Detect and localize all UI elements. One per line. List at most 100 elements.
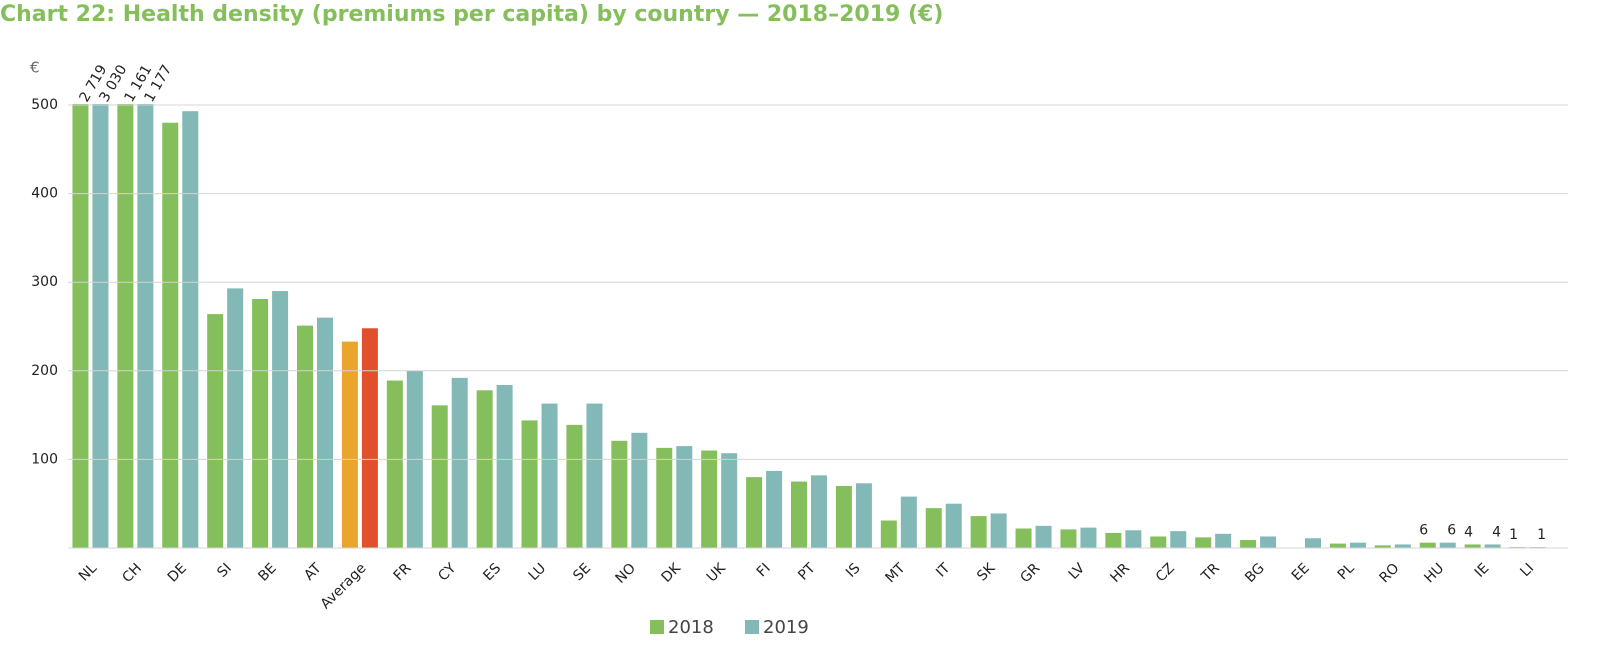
bar — [272, 291, 289, 548]
bar — [566, 424, 583, 548]
bar — [676, 446, 693, 548]
bar — [945, 503, 962, 548]
x-tick-label: SI — [214, 560, 235, 581]
y-tick-label: 300 — [31, 274, 58, 290]
bar — [137, 104, 154, 549]
bar — [317, 317, 333, 548]
bar — [476, 390, 493, 548]
y-tick-label: 200 — [31, 363, 58, 379]
bar — [252, 299, 269, 548]
bar — [1240, 540, 1257, 548]
x-tick-label: IE — [1472, 560, 1492, 580]
x-tick-label: BE — [255, 560, 279, 584]
bar — [925, 508, 942, 548]
x-tick-label: DE — [165, 560, 190, 585]
x-tick-label: Average — [318, 560, 370, 612]
chart-title: Chart 22: Health density (premiums per c… — [0, 2, 943, 27]
x-tick-label: EE — [1289, 560, 1313, 584]
x-tick-label: GR — [1017, 560, 1043, 586]
x-tick-label: RO — [1376, 560, 1402, 586]
x-tick-label: DK — [658, 560, 684, 586]
bar — [586, 403, 603, 548]
bar — [721, 453, 738, 548]
x-tick-label: IT — [933, 560, 954, 581]
legend-label: 2019 — [763, 617, 809, 638]
bar — [1484, 544, 1501, 548]
bar — [72, 104, 89, 548]
bar — [631, 432, 648, 548]
bar — [117, 104, 134, 548]
bar — [791, 481, 807, 548]
bar — [1419, 542, 1436, 548]
x-tick-label: HU — [1421, 560, 1447, 586]
legend-swatch — [650, 620, 664, 634]
bar — [182, 111, 199, 549]
value-label: 1 — [1509, 527, 1518, 543]
bar — [541, 403, 558, 548]
bar — [1349, 542, 1366, 548]
x-tick-label: SE — [570, 560, 594, 584]
x-tick-label: FI — [754, 560, 774, 580]
value-label: 4 — [1492, 524, 1501, 540]
x-tick-label: FR — [391, 560, 415, 584]
x-tick-label: BG — [1242, 560, 1268, 586]
y-tick-label: 100 — [31, 451, 58, 467]
bar — [880, 520, 897, 548]
x-tick-label: UK — [704, 560, 730, 586]
x-tick-label: MT — [883, 560, 909, 586]
bar — [451, 377, 468, 548]
bar — [1329, 543, 1346, 548]
x-tick-label: IS — [843, 560, 864, 581]
value-label: 4 — [1464, 524, 1473, 540]
bar — [1125, 530, 1142, 548]
bar — [1170, 531, 1187, 548]
x-tick-label: AT — [301, 560, 325, 584]
bar — [766, 470, 783, 548]
bar — [701, 450, 718, 548]
value-label: 6 — [1447, 523, 1456, 539]
bar — [1439, 542, 1456, 548]
bar — [990, 513, 1007, 548]
x-tick-label: TR — [1198, 560, 1223, 585]
value-label: 6 — [1419, 523, 1428, 539]
bar — [1394, 544, 1411, 548]
bar — [1374, 545, 1391, 548]
bar — [1150, 536, 1167, 548]
y-tick-label: 500 — [31, 97, 58, 113]
bar — [341, 341, 358, 548]
bar — [1305, 538, 1321, 548]
bar — [496, 384, 513, 548]
legend-label: 2018 — [668, 617, 714, 638]
bar — [162, 122, 179, 548]
bar — [1035, 525, 1052, 548]
bar — [92, 104, 109, 548]
x-tick-label: NO — [613, 560, 640, 587]
bars — [72, 104, 1546, 549]
bar — [1464, 544, 1481, 548]
x-tick-label: PL — [1335, 560, 1358, 583]
bar — [227, 288, 244, 548]
legend-swatch — [745, 620, 759, 634]
x-tick-label: ES — [480, 560, 504, 584]
bar — [207, 314, 224, 548]
bar — [1105, 532, 1122, 548]
x-tick-label: CY — [435, 560, 459, 584]
bar — [656, 447, 673, 548]
x-tick-label: PT — [795, 560, 819, 584]
x-tick-label: LI — [1517, 560, 1537, 580]
value-label: 1 — [1537, 527, 1546, 543]
bar — [1260, 536, 1277, 548]
bar — [811, 475, 827, 548]
x-tick-label: CH — [119, 560, 145, 586]
bar — [361, 328, 378, 548]
bar — [835, 485, 852, 548]
bar — [900, 496, 917, 548]
x-tick-label: NL — [76, 560, 100, 584]
bar — [1215, 533, 1232, 548]
bar — [297, 325, 313, 548]
bar — [521, 420, 538, 548]
x-tick-label: LV — [1066, 560, 1089, 583]
bar — [431, 405, 448, 548]
